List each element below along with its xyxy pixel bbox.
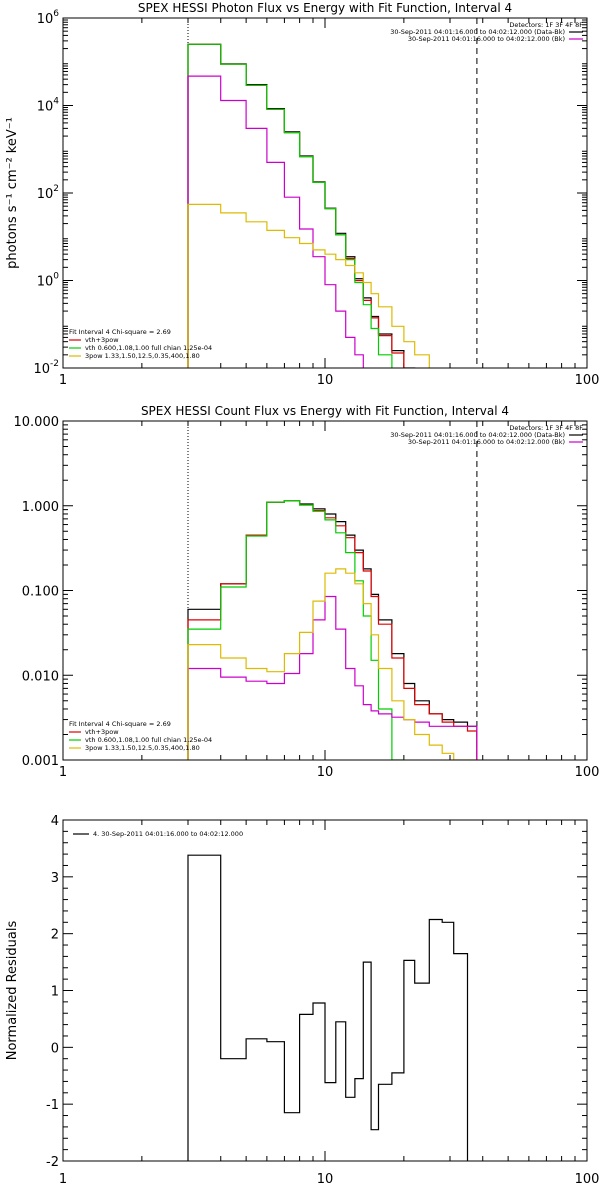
series-line-4 — [187, 595, 478, 760]
data-series-group — [187, 43, 478, 368]
y-tick-label: 104 — [37, 97, 60, 115]
x-tick-label: 100 — [575, 1172, 600, 1187]
data-series-group — [187, 854, 469, 1161]
y-tick-label: 0.001 — [22, 754, 59, 769]
y-tick-label: 1.000 — [22, 500, 59, 515]
fit-legend-header: Fit Interval 4 Chi-square = 2.69 — [69, 720, 171, 728]
y-axis-label: photons s⁻¹ cm⁻² keV⁻¹ — [5, 117, 20, 269]
x-tick-label: 100 — [575, 765, 600, 780]
chart-title: SPEX HESSI Count Flux vs Energy with Fit… — [141, 404, 509, 418]
series-line-1 — [187, 854, 469, 1161]
y-tick-label: 3 — [51, 871, 59, 886]
series-line-3 — [187, 500, 478, 760]
series-line-1 — [187, 500, 478, 760]
plot-frame — [62, 17, 588, 369]
y-axis-label: Normalized Residuals — [5, 921, 20, 1061]
x-tick-label: 10 — [317, 373, 334, 388]
y-tick-label: 1 — [51, 985, 59, 1000]
chart-panel-2: SPEX HESSI Count Flux vs Energy with Fit… — [14, 404, 600, 780]
x-tick-label: 1 — [59, 765, 67, 780]
y-tick-label: 102 — [37, 184, 59, 202]
y-tick-label: 106 — [37, 9, 60, 27]
data-series-group — [187, 500, 478, 760]
fit-legend-entry-label: 3pow 1.33,1.50,12.5,0.35,400,1.80 — [85, 352, 200, 360]
legend-header: Detectors: 1F 3F 4F 8F — [509, 21, 583, 29]
y-tick-label: 0.010 — [22, 669, 59, 684]
y-tick-label: 2 — [51, 928, 59, 943]
x-tick-label: 10 — [317, 1172, 334, 1187]
chart-panel-1: SPEX HESSI Photon Flux vs Energy with Fi… — [5, 1, 599, 388]
fit-legend-entry-label: vth 0.600,1.08,1.00 full chian 1.25e-04 — [85, 736, 212, 744]
fit-legend-entry-label: vth 0.600,1.08,1.00 full chian 1.25e-04 — [85, 344, 212, 352]
fit-legend-entry-label: 3pow 1.33,1.50,12.5,0.35,400,1.80 — [85, 744, 200, 752]
y-tick-label: 10.000 — [14, 415, 60, 430]
x-tick-label: 1 — [59, 1172, 67, 1187]
series-line-5 — [187, 568, 477, 760]
residual-legend-label: 4. 30-Sep-2011 04:01:16.000 to 04:02:12.… — [93, 830, 243, 838]
y-tick-label: -2 — [46, 1155, 59, 1170]
series-line-4 — [187, 75, 478, 368]
legend-entry-label: 30-Sep-2011 04:01:16.000 to 04:02:12.000… — [390, 431, 565, 439]
fit-legend-entry-label: vth+3pow — [85, 336, 119, 344]
legend-header: Detectors: 1F 3F 4F 8F — [509, 424, 583, 432]
legend-entry-label: 30-Sep-2011 04:01:16.000 to 04:02:12.000… — [390, 28, 565, 36]
y-tick-label: 0.100 — [22, 585, 59, 600]
x-tick-label: 1 — [59, 373, 67, 388]
x-tick-label: 10 — [317, 765, 334, 780]
plot-frame — [62, 420, 588, 761]
fit-legend-header: Fit Interval 4 Chi-square = 2.69 — [69, 328, 171, 336]
chart-title: SPEX HESSI Photon Flux vs Energy with Fi… — [138, 1, 512, 15]
fit-legend-entry-label: vth+3pow — [85, 728, 119, 736]
y-tick-label: 10-2 — [33, 359, 59, 377]
y-tick-label: -1 — [46, 1098, 59, 1113]
plot-frame — [62, 819, 588, 1162]
y-tick-label: 100 — [37, 272, 60, 290]
legend-entry-label: 30-Sep-2011 04:01:16.000 to 04:02:12.000… — [408, 438, 565, 446]
x-tick-label: 100 — [575, 373, 600, 388]
y-tick-label: 4 — [51, 814, 59, 829]
legend-entry-label: 30-Sep-2011 04:01:16.000 to 04:02:12.000… — [408, 35, 565, 43]
series-line-3 — [187, 43, 478, 368]
series-line-5 — [187, 203, 478, 368]
y-tick-label: 0 — [51, 1041, 59, 1056]
series-line-2 — [187, 500, 478, 760]
